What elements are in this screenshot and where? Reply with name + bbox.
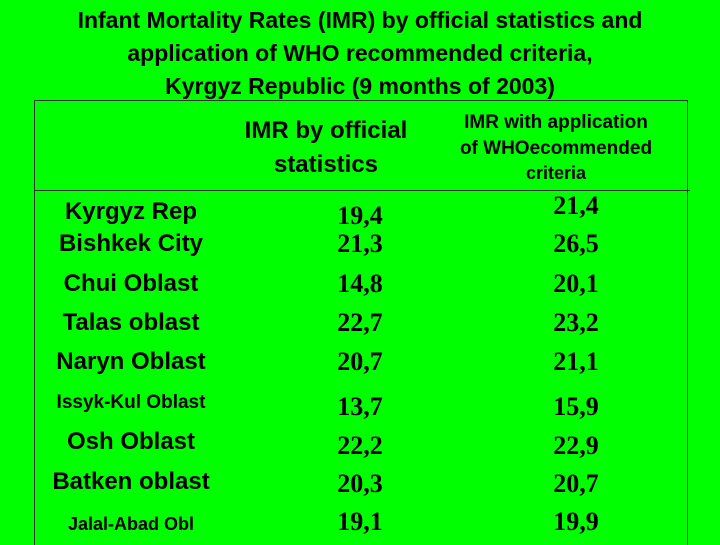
row-official-value: 22,7 xyxy=(337,308,383,337)
row-official-value: 20,3 xyxy=(337,469,383,498)
row-official-value: 22,2 xyxy=(337,431,383,460)
table-row: Chui Oblast 14,8 20,1 xyxy=(0,264,720,304)
table-row: Jalal-Abad Obl 19,1 19,9 xyxy=(0,502,720,542)
row-label: Bishkek City xyxy=(58,230,204,257)
row-who-value: 23,2 xyxy=(553,308,599,337)
title-line-3: Kyrgyz Republic (9 months of 2003) xyxy=(165,73,555,99)
row-label: Naryn Oblast xyxy=(56,348,206,375)
row-who-value: 20,7 xyxy=(553,469,599,498)
row-who-value: 26,5 xyxy=(553,229,599,258)
header-official: IMR by official statistics xyxy=(228,114,424,182)
row-official-value: 21,3 xyxy=(337,229,383,258)
row-official-value: 19,1 xyxy=(337,507,383,536)
row-label: Batken oblast xyxy=(52,468,210,495)
header-who-line-3: criteria xyxy=(525,163,587,183)
header-who-line-1: IMR with application xyxy=(464,112,648,133)
row-who-value: 19,9 xyxy=(553,507,599,536)
table-row: Batken oblast 20,3 20,7 xyxy=(0,462,720,502)
title-line-2: application of WHO recommended criteria, xyxy=(127,40,593,66)
row-label: Kyrgyz Rep xyxy=(64,198,198,225)
row-label: Chui Oblast xyxy=(63,270,199,297)
row-official-value: 19,4 xyxy=(337,201,383,230)
table-row: Issyk-Kul Oblast 13,7 15,9 xyxy=(0,383,720,423)
table-row: Kyrgyz Rep 19,4 21,4 xyxy=(0,191,720,232)
table-frame xyxy=(34,100,688,545)
row-who-value: 15,9 xyxy=(553,392,599,421)
row-label: Osh Oblast xyxy=(66,428,196,455)
row-who-value: 20,1 xyxy=(553,269,599,298)
row-label: Jalal-Abad Obl xyxy=(67,514,195,534)
table-row: Naryn Oblast 20,7 21,1 xyxy=(0,342,720,382)
slide-title: Infant Mortality Rates (IMR) by official… xyxy=(0,4,720,103)
table-row: Talas oblast 22,7 23,2 xyxy=(0,303,720,343)
row-label: Talas oblast xyxy=(62,309,200,336)
row-official-value: 13,7 xyxy=(337,392,383,421)
row-who-value: 22,9 xyxy=(553,431,599,460)
title-line-1: Infant Mortality Rates (IMR) by official… xyxy=(77,7,643,33)
row-official-value: 14,8 xyxy=(337,269,383,298)
header-official-line-2: statistics xyxy=(273,151,379,178)
header-divider xyxy=(34,190,690,191)
table-row: Osh Oblast 22,2 22,9 xyxy=(0,422,720,462)
header-who-line-2: of WHOecommended xyxy=(459,138,653,159)
header-who: IMR with application of WHOecommended cr… xyxy=(424,110,688,184)
row-official-value: 20,7 xyxy=(337,347,383,376)
row-who-value: 21,1 xyxy=(553,347,599,376)
row-label: Issyk-Kul Oblast xyxy=(56,392,206,413)
table-row: Bishkek City 21,3 26,5 xyxy=(0,224,720,264)
row-who-value: 21,4 xyxy=(553,191,599,220)
header-official-line-1: IMR by official xyxy=(244,117,408,144)
